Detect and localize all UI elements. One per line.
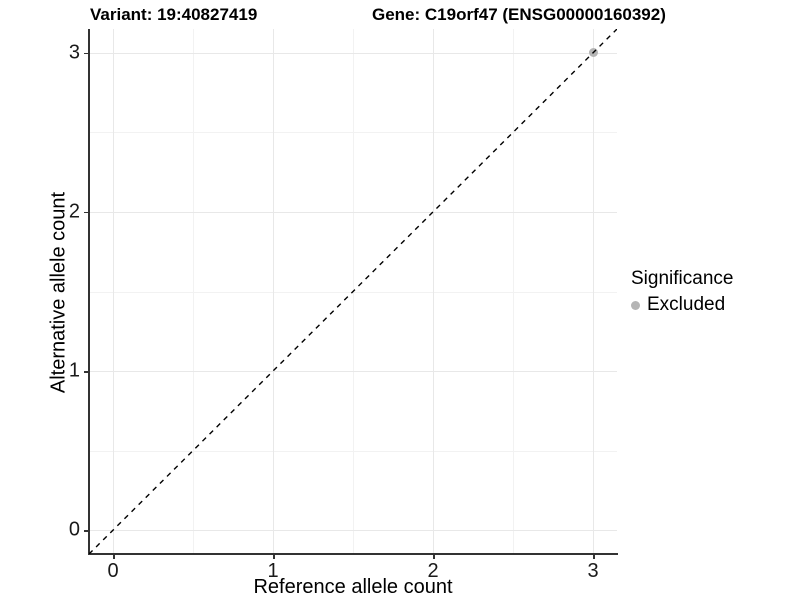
y-axis-tick	[84, 211, 89, 214]
major-gridline-horizontal	[89, 371, 617, 373]
x-axis-title: Reference allele count	[253, 576, 453, 598]
y-tick-label: 2	[68, 200, 80, 223]
y-axis-tick	[84, 52, 89, 55]
y-tick-label: 0	[68, 518, 80, 541]
major-gridline-horizontal	[89, 52, 617, 54]
x-tick-label: 2	[427, 560, 439, 582]
x-tick-label: 1	[267, 560, 279, 582]
x-tick-label: 3	[587, 560, 599, 582]
x-axis-line	[88, 553, 618, 555]
legend: Significance Excluded	[631, 268, 733, 316]
major-gridline-vertical	[593, 29, 594, 554]
legend-item-excluded: Excluded	[631, 294, 733, 316]
variant-title: Variant: 19:40827419	[90, 5, 258, 24]
minor-gridline-horizontal	[89, 291, 617, 293]
x-axis-tick	[593, 554, 595, 559]
plot-panel	[89, 29, 617, 554]
x-tick-label: 0	[107, 560, 119, 582]
minor-gridline-vertical	[513, 29, 514, 554]
major-gridline-vertical	[113, 29, 114, 554]
data-point-excluded	[588, 48, 598, 58]
y-tick-label: 3	[68, 41, 80, 64]
y-axis-line	[88, 29, 90, 555]
x-axis-tick	[113, 554, 115, 559]
major-gridline-horizontal	[89, 211, 617, 213]
y-axis-title: Alternative allele count	[47, 191, 70, 394]
y-tick-label: 1	[68, 359, 80, 382]
y-axis-tick	[84, 530, 89, 532]
x-axis-tick	[433, 554, 435, 559]
legend-item-label: Excluded	[647, 294, 726, 315]
major-gridline-vertical	[273, 29, 274, 554]
legend-key-dot-icon	[631, 300, 640, 310]
minor-gridline-horizontal	[89, 132, 617, 134]
major-gridline-horizontal	[89, 530, 617, 532]
gene-title: Gene: C19orf47 (ENSG00000160392)	[372, 5, 666, 24]
major-gridline-vertical	[433, 29, 434, 554]
y-axis-tick	[84, 371, 89, 373]
x-axis-tick	[273, 554, 275, 559]
legend-title: Significance	[631, 268, 734, 289]
